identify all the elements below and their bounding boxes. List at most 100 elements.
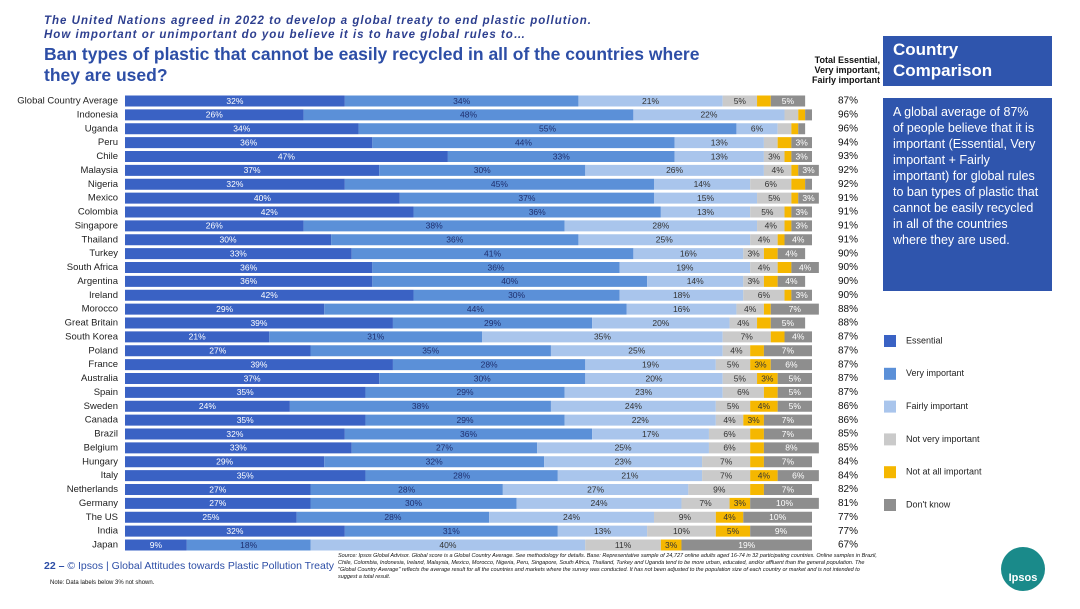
data-label: 27% [209,498,226,508]
total-label: 91% [838,221,858,232]
legend-swatch [884,335,896,347]
bar-segment [777,137,792,149]
data-label: 27% [209,484,226,494]
bar-segment [125,442,352,454]
data-label: 4% [723,415,736,425]
data-label: 35% [237,387,254,397]
category-label: Singapore [75,220,118,231]
data-label: 5% [734,373,747,383]
total-label: 91% [838,234,858,245]
bar-segment [736,123,778,135]
total-label: 86% [838,401,858,412]
data-label: 4% [792,332,805,342]
category-label: India [97,526,118,537]
bar-segment [578,234,751,246]
bar-segment [489,511,654,523]
data-label: 31% [443,526,460,536]
bar-segment [351,442,538,454]
category-label: Ireland [89,290,118,301]
data-label: 16% [680,248,697,258]
bar-segment [805,178,812,190]
data-label: 3% [747,248,760,258]
bar-segment [750,359,771,371]
bar-segment [750,178,792,190]
total-label: 86% [838,415,858,426]
data-label: 48% [460,110,477,120]
data-label: 7% [720,470,733,480]
bar-segment [379,373,586,384]
data-label: 33% [230,443,247,453]
bar-segment [722,95,758,107]
data-label: 19% [676,262,693,272]
data-label: 21% [642,96,659,106]
legend-label: Fairly important [906,401,969,411]
data-label: 3% [796,151,809,161]
data-label: 55% [539,124,556,134]
total-label: 96% [838,123,858,134]
bar-segment [125,289,414,301]
bar-segment [544,456,703,468]
data-label: 6% [751,124,764,134]
bar-segment [585,373,723,384]
totals-title-line: Fairly important [811,75,880,85]
bar-segment [784,234,812,246]
data-label: 7% [699,498,712,508]
data-label: 33% [230,248,247,258]
sidebar-text: A global average of 87% of people believ… [883,98,1052,291]
data-label: 5% [761,207,774,217]
data-label: 6% [792,470,805,480]
bar-segment [757,317,771,329]
data-label: 32% [426,457,443,467]
data-label: 7% [789,304,802,314]
bar-segment [269,331,483,343]
data-label: 21% [621,470,638,480]
bar-segment [750,456,764,468]
data-label: 18% [240,540,257,550]
bar-segment [777,234,785,246]
total-label: 67% [838,540,858,551]
bar-segment [750,206,785,218]
bar-segment [763,484,812,495]
bar-segment [557,470,703,482]
bar-segment [351,248,634,260]
bar-segment [660,539,682,551]
sidebar-title-line: Country [893,40,959,59]
category-label: Indonesia [77,109,119,120]
data-label: 13% [594,526,611,536]
total-label: 87% [838,345,858,356]
bar-segment [592,317,730,329]
bar-segment [791,289,812,301]
source: Source: Ipsos Global Advisor. Global sco… [338,553,877,580]
bar-segment [777,400,812,412]
bar-segment [125,206,414,218]
data-label: 25% [628,346,645,356]
category-label: Germany [79,498,118,509]
category-label: Japan [92,540,118,551]
title: Ban types of plastic that cannot be easi… [44,44,700,85]
bar-segment [372,262,620,273]
total-label: 90% [838,248,858,259]
bar-segment [722,345,751,357]
category-label: Canada [85,415,119,426]
data-label: 35% [422,346,439,356]
data-label: 42% [261,207,278,217]
bar-segment [303,220,565,232]
legend-label: Not at all important [906,467,982,477]
bar-segment [399,192,654,204]
category-label: Thailand [82,234,118,245]
bar-segment [798,123,806,135]
bar-segment [729,497,751,509]
bar-segment [777,373,812,384]
category-label: Netherlands [67,484,118,495]
data-label: 30% [405,498,422,508]
bar-segment [750,525,812,537]
bar-segment [125,151,448,162]
total-label: 77% [838,512,858,523]
data-label: 3% [665,540,678,550]
bar-segment [736,303,764,315]
data-label: 5% [734,96,747,106]
data-label: 27% [587,484,604,494]
bar-segment [715,359,751,371]
bar-segment [125,331,270,343]
bar-segment [750,484,764,495]
